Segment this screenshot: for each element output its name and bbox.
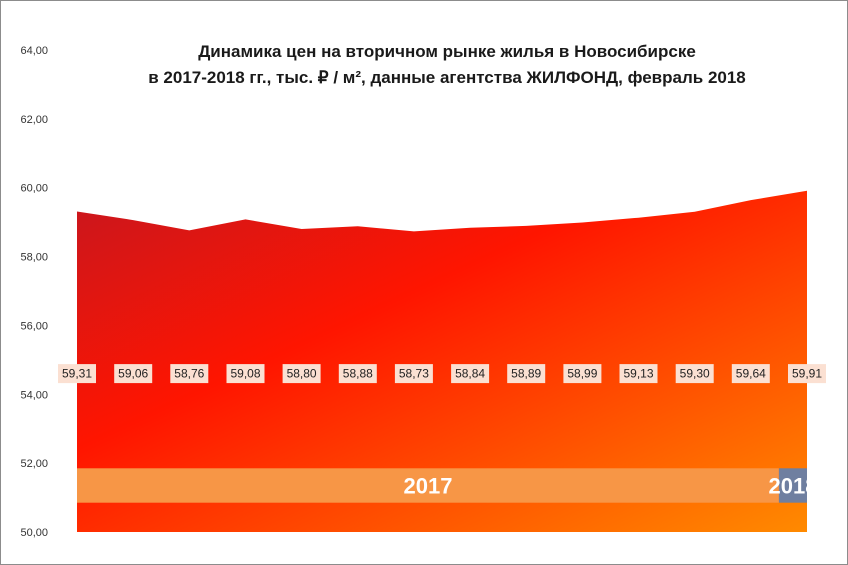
data-label: 59,06 (118, 367, 148, 381)
data-label: 59,31 (62, 367, 92, 381)
data-label: 58,76 (174, 367, 204, 381)
data-label: 59,13 (623, 367, 653, 381)
data-label: 58,80 (287, 367, 317, 381)
data-label-box (226, 364, 265, 384)
data-label-box (451, 364, 490, 384)
data-label-box (282, 364, 321, 384)
data-label-box (731, 364, 770, 384)
data-label-box (507, 364, 546, 384)
y-tick-label: 64,00 (20, 45, 48, 57)
data-label-box (619, 364, 658, 384)
data-label-box (58, 364, 96, 384)
year-band-2017 (77, 468, 779, 503)
data-label: 58,84 (455, 367, 485, 381)
data-label: 58,99 (567, 367, 597, 381)
price-area (77, 190, 807, 533)
data-label: 59,08 (230, 367, 260, 381)
y-tick-label: 56,00 (20, 320, 48, 332)
y-tick-label: 62,00 (20, 114, 48, 126)
year-label-2018: 2018 (769, 474, 818, 499)
chart-title-line-2: в 2017-2018 гг., тыс. ₽ / м², данные аге… (148, 68, 746, 87)
data-label-box (114, 364, 153, 384)
data-label-box (563, 364, 602, 384)
y-tick-label: 52,00 (20, 458, 48, 470)
data-label-layer: 59,31 59,06 58,76 59,08 58,80 58,88 58,73 58,84… (58, 364, 826, 384)
data-label-box (394, 364, 433, 384)
y-axis: 50,00 52,00 54,00 56,00 58,00 60,00 62,00 64,00 (20, 45, 48, 539)
data-label-box (788, 364, 826, 384)
data-label-box (675, 364, 714, 384)
chart-title-line-1: Динамика цен на вторичном рынке жилья в … (198, 42, 696, 61)
year-label-2017: 2017 (404, 474, 453, 499)
y-tick-label: 54,00 (20, 389, 48, 401)
data-label: 58,73 (399, 367, 429, 381)
data-label-box (170, 364, 209, 384)
y-tick-label: 58,00 (20, 252, 48, 264)
year-band-2018 (778, 468, 807, 503)
data-label: 58,89 (511, 367, 541, 381)
data-label: 58,88 (343, 367, 373, 381)
y-tick-label: 60,00 (20, 183, 48, 195)
area-layer (77, 190, 807, 533)
y-tick-label: 50,00 (20, 527, 48, 539)
data-label: 59,64 (736, 367, 766, 381)
year-band-layer: 2017 2018 (77, 468, 818, 503)
data-label: 59,30 (680, 367, 710, 381)
data-label-box (338, 364, 377, 384)
data-label: 59,91 (792, 367, 822, 381)
